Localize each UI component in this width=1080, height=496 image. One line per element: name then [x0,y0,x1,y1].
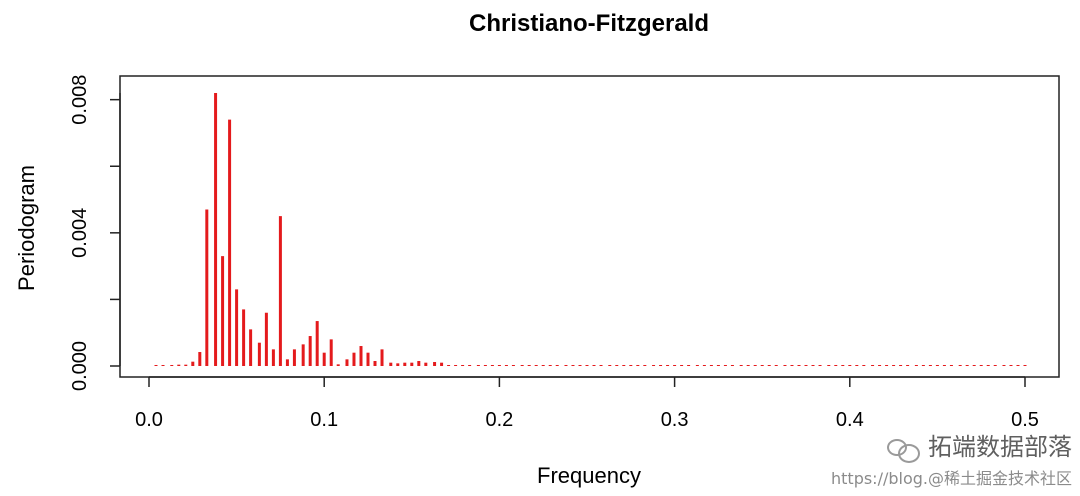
x-tick-label: 0.3 [661,409,689,431]
y-tick-label: 0.008 [69,75,91,125]
x-tick-label: 0.0 [135,409,163,431]
x-tick-label: 0.4 [836,409,864,431]
chart-title: Christiano-Fitzgerald [469,10,709,37]
x-axis-label: Frequency [537,463,641,488]
y-tick-label: 0.004 [69,208,91,258]
y-tick-label: 0.000 [69,341,91,391]
x-tick-label: 0.2 [485,409,513,431]
periodogram-bars [154,93,1027,366]
x-tick-label: 0.5 [1011,409,1039,431]
y-axis: 0.000 0.004 0.008 [69,75,121,391]
y-axis-label: Periodogram [14,165,39,291]
x-axis: 0.0 0.1 0.2 0.3 0.4 0.5 [135,376,1039,431]
plot-frame [119,75,1060,378]
x-tick-label: 0.1 [310,409,338,431]
